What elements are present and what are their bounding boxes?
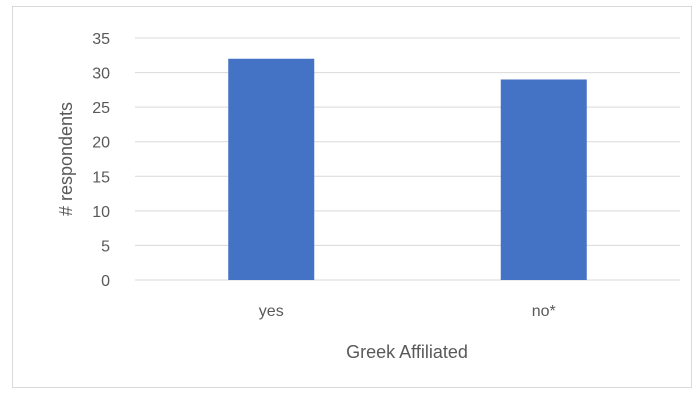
- y-tick-label: 30: [92, 66, 110, 83]
- y-tick-label: 15: [92, 169, 110, 186]
- y-tick-label: 25: [92, 100, 110, 117]
- bar-yes: [228, 58, 315, 280]
- y-tick-label: 5: [101, 238, 110, 255]
- y-axis-title: # respondents: [56, 102, 76, 216]
- x-tick-label: yes: [259, 303, 284, 320]
- gridlines: [135, 37, 680, 281]
- y-tick-label: 10: [92, 204, 110, 221]
- bars: [228, 58, 587, 280]
- y-tick-label: 20: [92, 135, 110, 152]
- y-tick-label: 0: [101, 273, 110, 290]
- y-tick-labels: 0 5 10 15 20 25 30 35: [92, 31, 110, 290]
- bar-no: [500, 79, 587, 280]
- x-axis-title: Greek Affiliated: [346, 342, 468, 362]
- y-tick-label: 35: [92, 31, 110, 48]
- x-tick-label: no*: [532, 303, 556, 320]
- x-tick-labels: yes no*: [259, 303, 556, 320]
